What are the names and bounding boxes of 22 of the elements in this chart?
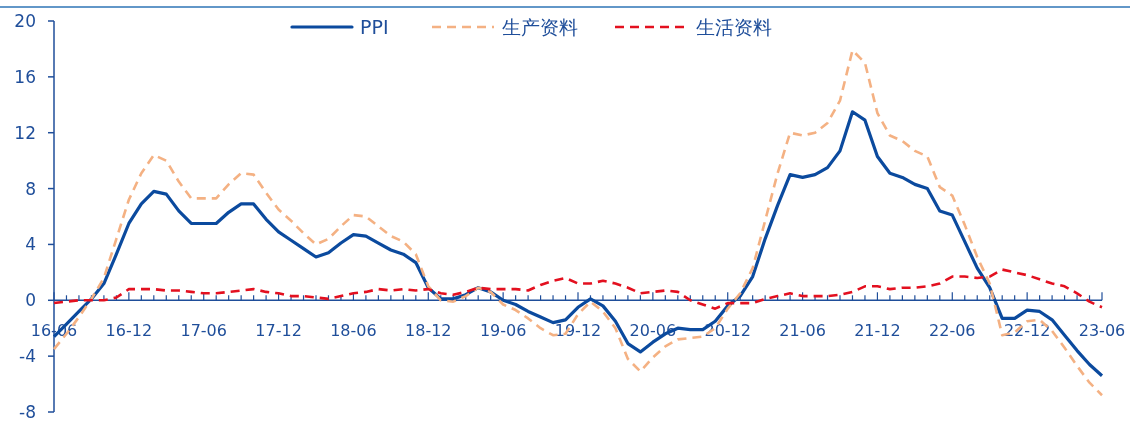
x-tick-label: 18-12 (405, 321, 452, 341)
x-tick-label: 19-12 (554, 321, 602, 341)
x-tick-label: 18-06 (330, 321, 377, 341)
legend-label: 生产资料 (502, 16, 578, 38)
y-tick-label: -8 (19, 402, 36, 421)
x-tick-label: 16-12 (105, 321, 153, 341)
y-tick-label: 20 (14, 11, 36, 31)
y-tick-label: 4 (25, 234, 36, 255)
legend-label: 生活资料 (696, 16, 772, 38)
x-tick-label: 23-06 (1078, 321, 1126, 341)
x-tick-label: 17-12 (255, 321, 302, 341)
y-tick-label: 12 (14, 122, 36, 143)
y-tick-label: 0 (25, 290, 36, 311)
y-tick-label: -4 (19, 346, 36, 367)
y-tick-label: 8 (25, 178, 36, 199)
x-tick-label: 21-12 (854, 321, 901, 341)
x-tick-label: 17-06 (180, 321, 227, 341)
x-tick-label: 21-06 (779, 321, 826, 341)
x-tick-label: 19-06 (479, 321, 527, 341)
y-tick-label: 16 (14, 66, 36, 87)
x-tick-label: 22-06 (929, 321, 976, 341)
legend-label: PPI (360, 16, 389, 38)
